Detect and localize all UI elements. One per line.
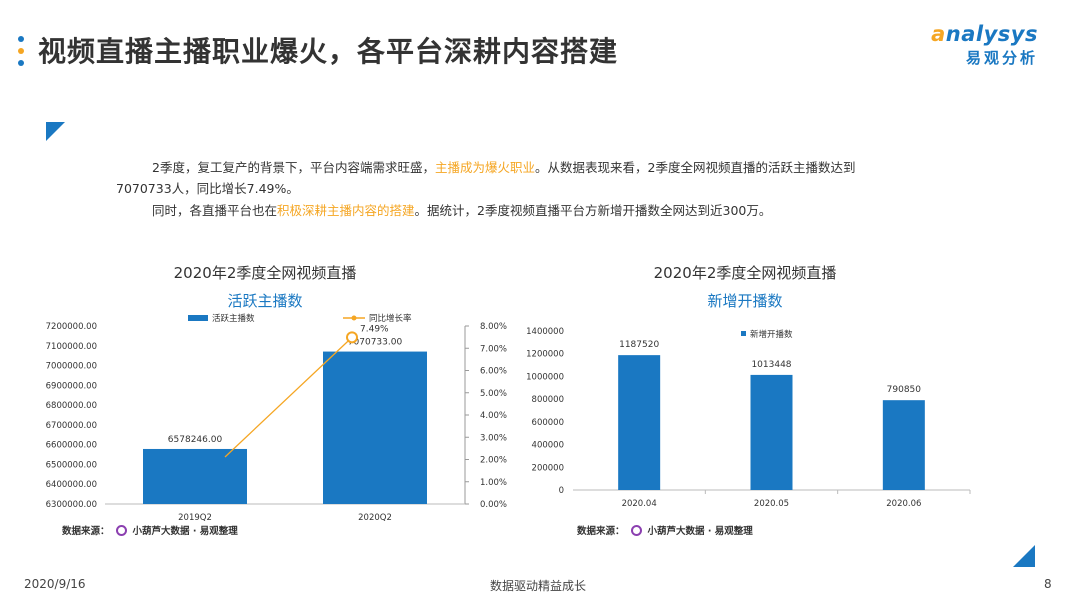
bar — [750, 374, 793, 490]
body-paragraph-line-2: 7070733人，同比增长7.49%。 — [116, 181, 299, 196]
source-text: 小葫芦大数据 · 易观整理 — [132, 526, 238, 537]
body-paragraph-line-3: 同时，各直播平台也在积极深耕主播内容的搭建。据统计，2季度视频直播平台方新增开播… — [152, 200, 771, 221]
bar — [143, 448, 247, 504]
y2-tick-label: 7.00% — [480, 344, 507, 354]
footer-date: 2020/9/16 — [24, 577, 86, 591]
legend-label: 新增开播数 — [750, 329, 793, 340]
y2-tick-label: 3.00% — [480, 433, 507, 443]
y-tick-label: 6500000.00 — [46, 460, 97, 470]
bar-value-label: 1187520 — [619, 340, 659, 350]
y-tick-label: 600000 — [532, 418, 564, 428]
xiaohulu-logo-icon — [630, 524, 642, 536]
body-text: 。据统计，2季度视频直播平台方新增开播数全网达到近300万。 — [414, 203, 772, 218]
y-tick-label: 1400000 — [526, 327, 564, 337]
y-tick-label: 6900000.00 — [46, 381, 97, 391]
y-tick-label: 200000 — [532, 463, 564, 473]
body-highlight: 积极深耕主播内容的搭建 — [277, 203, 415, 218]
y-tick-label: 800000 — [532, 395, 564, 405]
logo-cn-text: 易观分析 — [965, 49, 1038, 67]
corner-triangle-decoration — [46, 122, 65, 141]
source-label: 数据来源： — [62, 526, 110, 537]
bar — [323, 351, 427, 504]
y-tick-label: 6800000.00 — [46, 401, 97, 411]
growth-value-label: 7.49% — [360, 324, 389, 334]
title-bullet-icon — [18, 36, 26, 72]
y-tick-label: 7100000.00 — [46, 342, 97, 352]
y2-tick-label: 6.00% — [480, 367, 507, 377]
y-tick-label: 400000 — [532, 441, 564, 451]
x-tick-label: 2020.06 — [886, 499, 921, 509]
bar — [882, 400, 925, 490]
analysys-logo: analysys 易观分析 — [928, 22, 1038, 68]
y2-tick-label: 8.00% — [480, 322, 507, 332]
bar-value-label: 6578246.00 — [168, 435, 223, 445]
y2-tick-label: 4.00% — [480, 411, 507, 421]
xiaohulu-logo-icon — [115, 524, 127, 536]
body-text: 2季度，复工复产的背景下，平台内容端需求旺盛， — [152, 160, 435, 175]
growth-point — [346, 331, 358, 344]
y-tick-label: 7000000.00 — [46, 362, 97, 372]
bar — [618, 355, 661, 490]
y-tick-label: 7200000.00 — [46, 322, 97, 332]
growth-line — [224, 336, 353, 458]
y2-tick-label: 2.00% — [480, 456, 507, 466]
x-tick-label: 2020.05 — [754, 499, 789, 509]
bar-value-label: 790850 — [887, 385, 922, 395]
y2-tick-label: 5.00% — [480, 389, 507, 399]
chart2-subtitle: 新增开播数 — [707, 292, 783, 310]
bar-value-label: 1013448 — [751, 360, 791, 370]
x-tick-label: 2020Q2 — [358, 513, 392, 523]
source-label: 数据来源： — [577, 526, 625, 537]
x-tick-label: 2020.04 — [622, 499, 657, 509]
chart2-title: 2020年2季度全网视频直播 — [653, 264, 837, 282]
y2-tick-label: 1.00% — [480, 478, 507, 488]
body-text: 同时，各直播平台也在 — [152, 203, 278, 218]
y-tick-label: 6700000.00 — [46, 421, 97, 431]
x-tick-label: 2019Q2 — [178, 513, 212, 523]
chart1-title: 2020年2季度全网视频直播 — [173, 264, 357, 282]
bar-value-label: 7070733.00 — [348, 338, 403, 348]
legend-swatch-marker — [351, 315, 357, 321]
y-tick-label: 1000000 — [526, 372, 564, 382]
y-tick-label: 1200000 — [526, 350, 564, 360]
body-paragraph-line-1: 2季度，复工复产的背景下，平台内容端需求旺盛，主播成为爆火职业。从数据表现来看，… — [152, 157, 855, 178]
chart2-source: 数据来源： 小葫芦大数据 · 易观整理 — [577, 523, 753, 537]
chart1-source: 数据来源： 小葫芦大数据 · 易观整理 — [62, 523, 238, 537]
legend-label: 同比增长率 — [369, 313, 412, 324]
y-tick-label: 6300000.00 — [46, 500, 97, 510]
page-title: 视频直播主播职业爆火，各平台深耕内容搭建 — [38, 35, 619, 68]
legend-swatch-bars — [188, 315, 208, 321]
corner-triangle-decoration-bottom — [1013, 545, 1035, 567]
footer-slogan: 数据驱动精益成长 — [490, 579, 587, 593]
logo-en-text: nalysys — [945, 22, 1038, 46]
y-tick-label: 6600000.00 — [46, 441, 97, 451]
source-text: 小葫芦大数据 · 易观整理 — [647, 526, 753, 537]
chart1-subtitle: 活跃主播数 — [227, 292, 303, 310]
y-tick-label: 0 — [559, 486, 564, 496]
y2-tick-label: 0.00% — [480, 500, 507, 510]
logo-initial: a — [931, 22, 946, 46]
y-tick-label: 6400000.00 — [46, 480, 97, 490]
body-highlight: 主播成为爆火职业 — [434, 160, 535, 175]
legend-label: 活跃主播数 — [212, 313, 255, 324]
legend-swatch-bars — [741, 331, 746, 336]
body-text: 。从数据表现来看，2季度全网视频直播的活跃主播数达到 — [534, 160, 856, 175]
page-number: 8 — [1044, 577, 1052, 591]
